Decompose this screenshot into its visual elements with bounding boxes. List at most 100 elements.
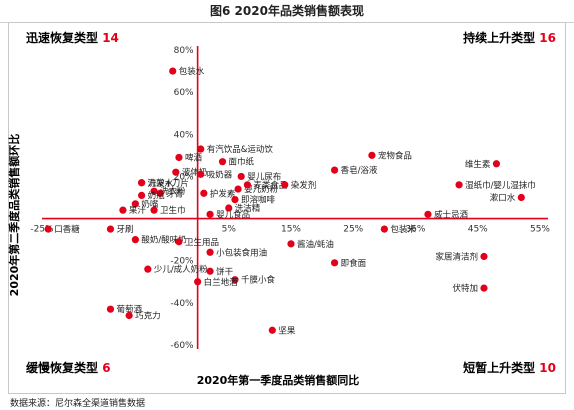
quadrant-bottom-right: 短暂上升类型 10: [463, 360, 556, 375]
data-point: 湿纸巾/婴儿湿抹巾: [455, 180, 536, 191]
point-marker: [131, 236, 139, 244]
data-point: 洗发水: [138, 178, 174, 189]
point-marker: [218, 158, 227, 166]
point-marker: [231, 276, 239, 284]
point-marker: [237, 172, 245, 181]
data-point: 护发素: [200, 188, 236, 199]
data-point: 洗衣粉: [150, 186, 186, 197]
point-label: 酸奶/酸味奶: [141, 235, 186, 246]
point-marker: [492, 160, 501, 168]
data-point: 饼干: [206, 266, 234, 277]
point-label: 果汁: [129, 205, 147, 216]
point-marker: [380, 225, 388, 233]
point-label: 巧克力: [135, 311, 161, 322]
point-label: 伏特加: [452, 283, 478, 294]
data-point: 即溶咖啡: [231, 195, 275, 206]
data-point: 漱口水: [490, 193, 525, 204]
point-label: 葡萄酒: [116, 304, 142, 315]
point-label: 卫生巾: [160, 205, 186, 216]
data-point: 染发剂: [281, 180, 316, 191]
data-point: 牙刷: [106, 225, 133, 235]
y-tick-label: -20%: [170, 257, 194, 267]
data-point: 婴儿奶粉: [234, 184, 279, 195]
tick-labels: -25% 5% 15% 25% 35% 45% 55% 80% 60% 40% 20% -20% -40…: [30, 46, 550, 351]
point-marker: [194, 278, 202, 286]
data-point: 婴儿食品: [206, 209, 250, 220]
point-label: 漱口水: [490, 193, 516, 204]
point-marker: [330, 259, 339, 267]
y-tick-label: 80%: [174, 46, 194, 56]
quadrant-bottom-left: 缓慢恢复类型 6: [26, 360, 111, 375]
data-point: 婴儿尿布: [237, 171, 281, 182]
point-marker: [169, 67, 177, 75]
point-label: 面巾纸: [229, 157, 255, 168]
point-marker: [480, 284, 488, 292]
point-label: 酱油/蚝油: [297, 239, 334, 250]
quadrant-top-left: 迅速恢复类型 14: [26, 30, 119, 45]
point-marker: [131, 200, 139, 208]
point-marker: [106, 305, 115, 313]
point-marker: [156, 189, 164, 197]
point-label: 千膜小食: [241, 275, 276, 286]
point-marker: [455, 181, 463, 189]
point-marker: [287, 240, 295, 248]
quadrant-top-right: 持续上升类型 16: [463, 30, 556, 45]
data-point: 酱油/蚝油: [287, 239, 334, 250]
point-marker: [44, 225, 52, 233]
x-axis-label: 2020年第一季度品类销售额同比: [197, 373, 360, 387]
point-marker: [172, 168, 180, 176]
axes: [42, 46, 548, 349]
point-marker: [175, 153, 183, 162]
point-label: 家居清洁剂: [435, 252, 478, 263]
data-point: 牙膏: [156, 188, 183, 199]
point-label: 洗洁精: [235, 203, 261, 214]
point-label: 包装水: [179, 66, 205, 77]
point-label: 包装米: [390, 224, 416, 235]
point-label: 即溶咖啡: [241, 195, 276, 206]
data-point: 巧克力: [125, 311, 161, 322]
x-tick-label: 45%: [468, 225, 488, 235]
point-label: 有汽饮品&运动饮: [207, 144, 274, 155]
point-label: 婴儿食品: [216, 209, 250, 220]
data-point: 宠物食品: [368, 150, 412, 161]
point-marker: [119, 206, 127, 214]
data-point: 奶嘴: [131, 199, 159, 210]
figure-title: 图6 2020年品类销售额表现: [210, 4, 364, 18]
data-point: 威士忌酒: [424, 209, 468, 220]
point-label: 少儿/成人奶粉: [154, 264, 208, 275]
point-label: 吸奶器: [207, 169, 233, 180]
point-label: 宠物食品: [378, 150, 412, 161]
data-point: 果汁: [119, 205, 146, 216]
point-label: 洗发水: [148, 178, 174, 189]
point-marker: [200, 189, 208, 197]
point-marker: [206, 210, 214, 218]
point-label: 饼干: [216, 266, 234, 277]
y-tick-label: -40%: [170, 299, 194, 309]
data-point: 卫生巾: [150, 205, 186, 216]
point-marker: [138, 191, 146, 199]
data-point: 面巾纸: [218, 157, 255, 168]
point-marker: [138, 179, 146, 187]
point-marker: [281, 181, 289, 189]
point-marker: [197, 170, 205, 178]
x-tick-label: 15%: [281, 225, 301, 235]
data-point: 坚果: [268, 326, 296, 336]
point-marker: [125, 311, 133, 320]
point-label: 刀架+刀片: [148, 178, 189, 189]
point-marker: [206, 267, 214, 275]
point-label: 护发素: [210, 188, 236, 199]
point-marker: [197, 145, 205, 153]
point-label: 口香糖: [54, 224, 80, 235]
data-point: 家居清洁剂: [435, 252, 488, 263]
data-point: 维生素: [465, 159, 501, 170]
point-marker: [231, 196, 239, 204]
point-label: 坚果: [278, 326, 296, 336]
data-point: 卫生用品: [175, 237, 219, 248]
x-tick-label: 25%: [343, 225, 363, 235]
data-point: 麦类食品: [243, 180, 287, 191]
data-point: 即食面: [330, 258, 367, 269]
point-marker: [480, 252, 488, 261]
point-label: 染发剂: [291, 180, 317, 191]
data-point: 口香糖: [44, 224, 80, 235]
point-marker: [106, 225, 115, 233]
